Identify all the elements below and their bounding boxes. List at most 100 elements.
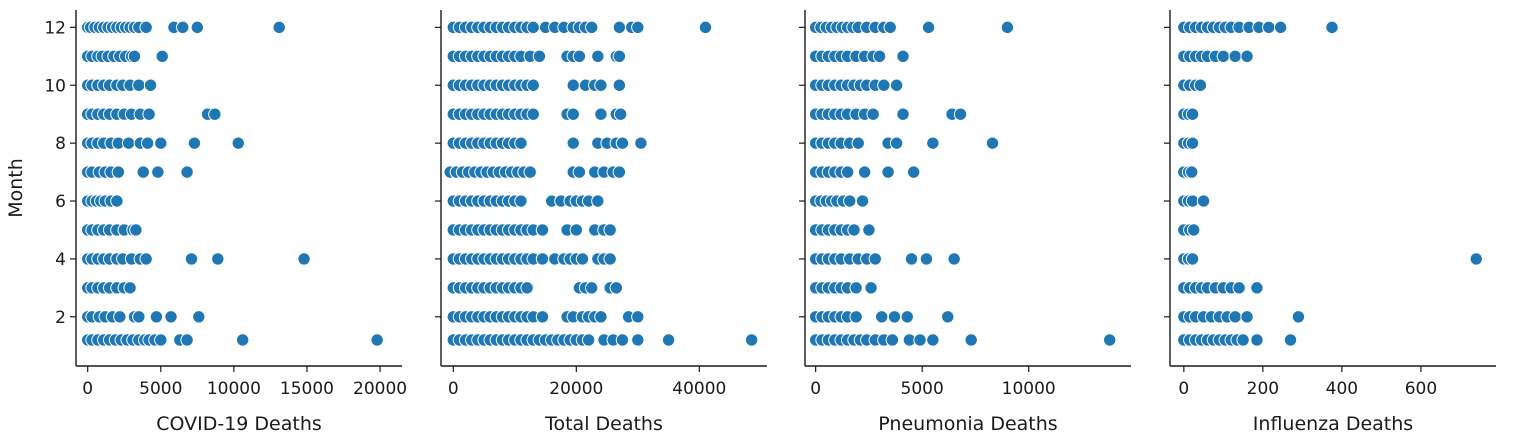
panel-1: 2 4 6 8 10 12 0 5000 10000 15000 20000 COVID-19 Dea… — [5, 10, 407, 435]
data-point — [575, 252, 590, 266]
data-point — [1187, 223, 1201, 237]
y-axis-title: Month — [5, 158, 27, 218]
data-point — [913, 333, 927, 347]
x-tick-label: 0 — [82, 379, 93, 399]
y-tick-label: 12 — [44, 18, 66, 38]
data-point — [190, 20, 205, 35]
data-point — [889, 136, 904, 150]
data-point — [208, 107, 222, 121]
data-point — [272, 20, 286, 35]
x-tick-label: 0 — [448, 379, 459, 399]
data-point — [1262, 20, 1276, 35]
data-point — [904, 252, 919, 266]
data-point — [572, 49, 587, 64]
data-point — [1236, 333, 1250, 347]
x-axis-title: Total Deaths — [544, 413, 663, 435]
data-point — [941, 310, 955, 324]
data-point — [154, 136, 168, 150]
data-point — [514, 136, 528, 150]
x-tick-label: 0 — [810, 379, 821, 399]
x-tick-label: 20000 — [549, 379, 603, 399]
data-point — [566, 107, 580, 121]
data-point — [1000, 20, 1015, 35]
data-point — [139, 20, 153, 35]
data-point — [136, 165, 150, 179]
data-point — [889, 78, 904, 92]
data-point — [881, 165, 895, 179]
data-point — [151, 165, 165, 179]
data-point — [140, 136, 155, 150]
data-point — [964, 333, 978, 347]
x-tick-label: 10000 — [1002, 379, 1056, 399]
data-point — [843, 194, 857, 208]
data-point — [1273, 20, 1288, 35]
data-point — [235, 333, 250, 347]
points-group — [443, 20, 759, 347]
data-point — [532, 49, 547, 64]
y-tick-label: 2 — [55, 308, 66, 328]
data-point — [297, 252, 311, 266]
data-point — [192, 310, 206, 324]
data-point — [985, 136, 1000, 150]
data-point — [526, 78, 540, 92]
data-point — [840, 165, 855, 179]
data-point — [1185, 194, 1200, 208]
x-tick-label: 200 — [1247, 379, 1279, 399]
y-tick-label: 6 — [55, 192, 66, 212]
data-point — [612, 20, 627, 35]
data-point — [584, 281, 599, 295]
data-point — [572, 165, 587, 179]
x-tick-label: 40000 — [672, 379, 726, 399]
data-point — [1250, 333, 1264, 347]
x-axis-title: Pneumonia Deaths — [878, 413, 1057, 435]
data-point — [847, 223, 861, 237]
data-point — [155, 49, 169, 64]
data-point — [613, 107, 628, 121]
points-group — [808, 20, 1117, 347]
data-point — [875, 310, 889, 324]
data-point — [1240, 49, 1254, 64]
points-group — [1177, 20, 1483, 347]
data-point — [149, 310, 164, 324]
data-point — [896, 107, 910, 121]
data-point — [609, 281, 624, 295]
data-point — [184, 252, 199, 266]
data-point — [370, 333, 384, 347]
data-point — [631, 310, 645, 324]
data-point — [591, 49, 605, 64]
data-point — [535, 252, 550, 266]
data-point — [1469, 252, 1483, 266]
data-point — [526, 20, 540, 35]
x-tick-label: 0 — [1178, 379, 1189, 399]
data-point — [615, 136, 630, 150]
data-point — [121, 136, 136, 150]
data-point — [566, 78, 580, 92]
data-point — [1228, 310, 1242, 324]
data-point — [111, 165, 126, 179]
data-point — [900, 310, 914, 324]
data-point — [906, 165, 921, 179]
data-point — [612, 49, 627, 64]
data-point — [921, 20, 936, 35]
data-point — [594, 78, 608, 92]
data-point — [1193, 78, 1208, 92]
x-axis-title: COVID-19 Deaths — [156, 413, 322, 435]
x-tick-label: 15000 — [280, 379, 334, 399]
data-point — [1250, 281, 1264, 295]
x-tick-label: 600 — [1405, 379, 1437, 399]
data-point — [594, 107, 608, 121]
data-point — [132, 78, 146, 92]
data-point — [744, 333, 759, 347]
data-point — [526, 107, 540, 121]
data-point — [883, 20, 897, 35]
data-point — [535, 223, 550, 237]
data-point — [566, 136, 580, 150]
data-point — [857, 165, 872, 179]
data-point — [180, 333, 194, 347]
data-point — [698, 20, 713, 35]
data-point — [1325, 20, 1339, 35]
data-point — [535, 310, 550, 324]
data-point — [887, 310, 902, 324]
data-point — [180, 165, 194, 179]
